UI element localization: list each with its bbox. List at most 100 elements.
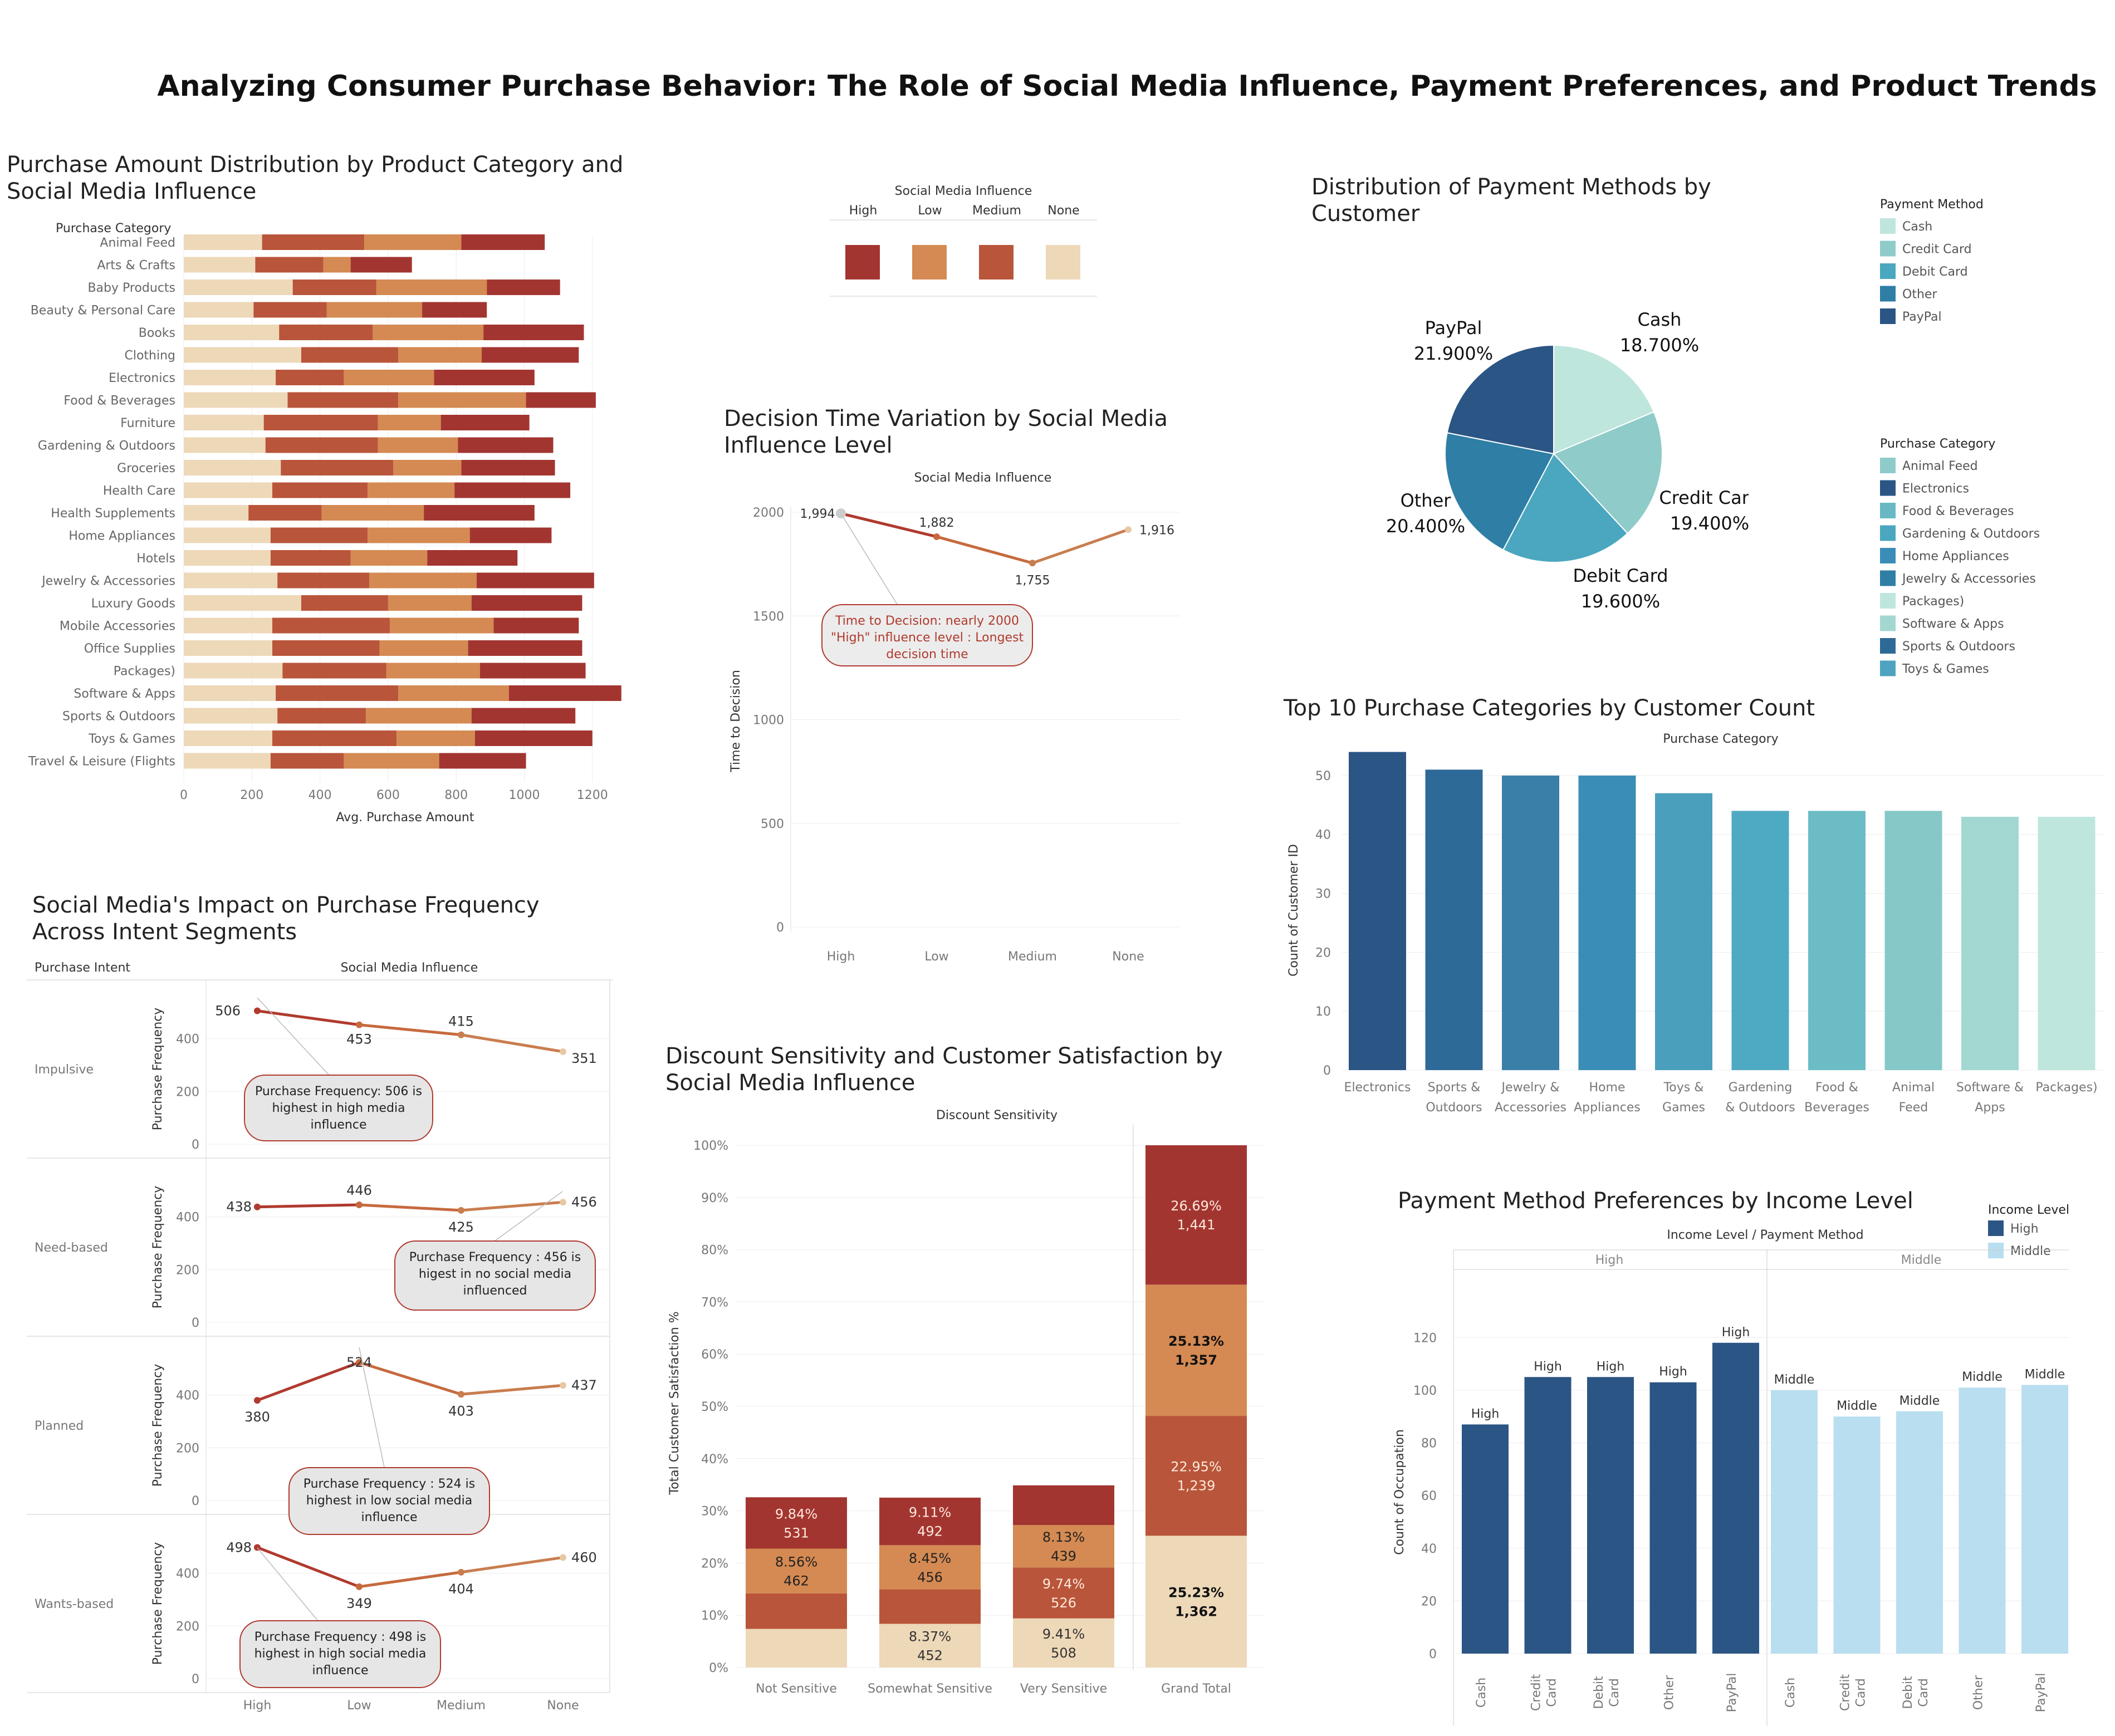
segment-label: 1,441 (1177, 1217, 1216, 1233)
legend-label: Software & Apps (1902, 617, 2004, 631)
category-label: Food & Beverages (63, 394, 175, 408)
bar-segment (255, 257, 324, 273)
x-tick-label: Other (1972, 1675, 1986, 1710)
category-label: Sports & Outdoors (62, 710, 175, 724)
bar (1425, 769, 1483, 1070)
bar-segment (272, 482, 368, 498)
x-tick-label: Medium (437, 1699, 486, 1713)
category-label: Hotels (136, 552, 175, 566)
bar-segment (184, 730, 272, 746)
x-tick-label: Home (1589, 1081, 1626, 1095)
payment-pie-title: Distribution of Payment Methods by Custom… (1311, 174, 1711, 227)
slice-value: 19.400% (1670, 513, 1749, 534)
pie-slice (1445, 432, 1555, 551)
slice-label: Other (1401, 490, 1452, 511)
bar-segment (350, 550, 428, 566)
bar-segment (393, 460, 462, 475)
bar-segment (480, 663, 586, 679)
segment-label: 531 (784, 1525, 809, 1541)
data-point (560, 1199, 566, 1206)
slice-value: 18.700% (1620, 335, 1699, 356)
category-label: Software & Apps (74, 687, 175, 701)
y-axis-label: Count of Occupation (1393, 1429, 1407, 1555)
y-tick-label: 30 (1315, 887, 1331, 901)
y-axis-label: Total Customer Satisfaction % (668, 1311, 682, 1495)
data-point (1029, 560, 1036, 567)
legend-swatch (1988, 1243, 2004, 1258)
bar-segment (184, 685, 276, 701)
data-label: 403 (448, 1403, 474, 1419)
x-tick-label: Games (1662, 1101, 1705, 1115)
y-tick-label: 1000 (753, 714, 784, 728)
data-label: 1,916 (1139, 523, 1174, 537)
bar-segment (272, 730, 397, 746)
bar-segment (270, 550, 351, 566)
x-tick-label: Animal (1892, 1081, 1935, 1095)
category-label: Books (139, 326, 175, 340)
dashboard-title: Analyzing Consumer Purchase Behavior: Th… (157, 70, 2097, 103)
data-label: 1,994 (800, 507, 835, 521)
x-tick-label: Card (1608, 1678, 1622, 1706)
x-tick-label: Somewhat Sensitive (868, 1682, 992, 1696)
bar-segment (389, 617, 494, 634)
discount-chart: Discount Sensitivity 0% 10% 20% 30% 40% 50% 60%… (668, 1109, 1264, 1696)
x-tick-label: Card (1545, 1678, 1559, 1706)
bar-label: High (1534, 1360, 1562, 1374)
legend-label: Food & Beverages (1902, 504, 2014, 518)
y-axis-label: Time to Decision (729, 670, 743, 773)
bar-segment (184, 640, 272, 656)
bar-segment (398, 685, 509, 701)
data-label: 349 (346, 1596, 372, 1611)
bar-label: Middle (1962, 1370, 2003, 1384)
legend-swatch (1880, 263, 1896, 279)
x-tick-label: Beverages (1804, 1101, 1869, 1115)
x-tick-label: Very Sensitive (1020, 1682, 1107, 1696)
bar (1731, 811, 1789, 1070)
bar-segment (424, 505, 535, 521)
x-tick-label: Gardening (1729, 1081, 1793, 1095)
x-tick-label: Feed (1899, 1101, 1928, 1115)
bar-segment (184, 663, 283, 679)
line-segment (461, 1556, 564, 1574)
x-header: Discount Sensitivity (936, 1109, 1058, 1122)
y-tick-label: 20 (1421, 1595, 1437, 1609)
bar-segment (270, 527, 368, 543)
y-tick-label: 500 (761, 817, 784, 831)
line-segment (359, 1571, 462, 1588)
bar-segment (879, 1624, 981, 1668)
segment-label: 22.95% (1171, 1459, 1222, 1475)
bar (1462, 1424, 1509, 1654)
bar-segment (386, 663, 481, 679)
legend-title: Purchase Category (1880, 437, 1995, 451)
x-header: Purchase Category (1663, 732, 1778, 746)
y-tick-label: 400 (176, 1211, 199, 1225)
bar-segment (879, 1545, 981, 1590)
legend-swatch (1880, 638, 1896, 654)
line-segment (257, 1361, 360, 1402)
legend-swatch (1880, 548, 1896, 563)
bar-segment (508, 685, 621, 701)
bar (1349, 752, 1406, 1070)
data-point (356, 1021, 363, 1028)
data-label: 506 (215, 1003, 241, 1019)
bar-segment (326, 302, 423, 318)
data-label: 380 (244, 1409, 270, 1425)
row-header: Purchase Intent (35, 961, 130, 975)
legend-label: Home Appliances (1902, 550, 2009, 563)
bar (1578, 775, 1636, 1070)
data-label: 453 (346, 1032, 372, 1047)
segment-label: 9.84% (775, 1506, 817, 1522)
y-tick-label: 0 (1429, 1647, 1437, 1661)
bar-segment (253, 302, 327, 318)
bar-segment (439, 753, 526, 769)
bar-segment (184, 550, 271, 566)
bar-segment (276, 370, 344, 385)
bar-segment (746, 1497, 847, 1549)
bar-segment (184, 257, 256, 273)
bar-segment (272, 640, 380, 656)
bar-label: High (1722, 1326, 1750, 1340)
x-tick-label: Credit (1530, 1674, 1544, 1712)
bar-segment (368, 527, 470, 543)
bar-segment (1013, 1567, 1114, 1619)
bar-segment (461, 460, 555, 475)
